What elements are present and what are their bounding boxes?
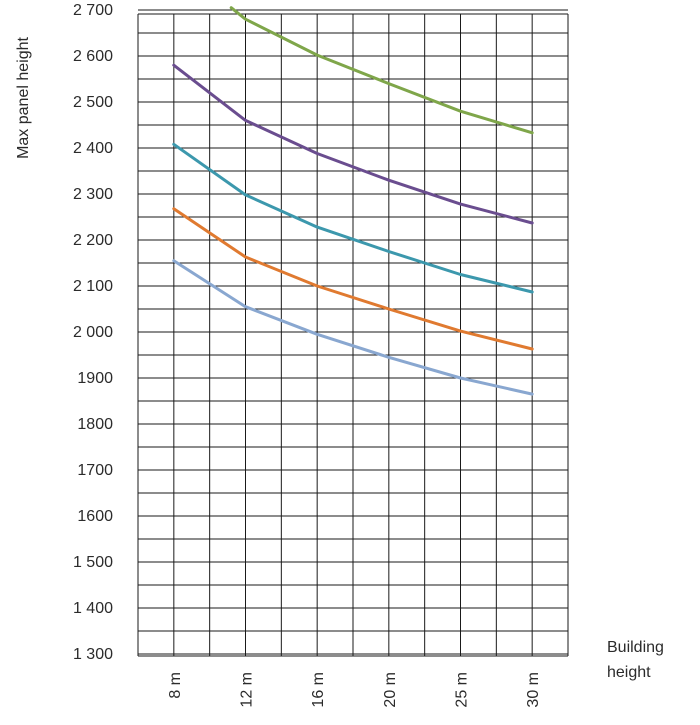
series-group	[172, 6, 534, 396]
x-axis-label-line-2: height	[607, 664, 651, 681]
x-tick-label: 25 m	[454, 672, 471, 708]
y-tick-label: 1 300	[73, 646, 113, 663]
y-axis-label: Max panel height	[15, 37, 32, 159]
series-line-4	[172, 63, 534, 225]
y-tick-label: 2 600	[73, 48, 113, 65]
y-tick-label: 2 700	[73, 2, 113, 19]
y-tick-labels: 1 300 1 400 1 500 1600 1700 1800 1900 2 000 2 10…	[73, 2, 113, 663]
y-tick-label: 2 000	[73, 324, 113, 341]
grid	[137, 9, 569, 657]
y-tick-label: 2 200	[73, 232, 113, 249]
x-tick-label: 30 m	[525, 672, 542, 708]
series-line-3	[172, 142, 534, 294]
x-tick-label: 20 m	[382, 672, 399, 708]
x-axis-label-line-1: Building	[607, 639, 664, 656]
y-tick-label: 2 400	[73, 140, 113, 157]
y-tick-label: 2 300	[73, 186, 113, 203]
y-tick-label: 2 500	[73, 94, 113, 111]
x-tick-labels: 8 m 12 m 16 m 20 m 25 m 30 m	[167, 672, 542, 708]
y-tick-label: 2 100	[73, 278, 113, 295]
y-tick-label: 1700	[77, 462, 113, 479]
series-line-5	[229, 6, 534, 135]
y-tick-label: 1600	[77, 508, 113, 525]
y-tick-label: 1900	[77, 370, 113, 387]
series-line-1	[172, 259, 534, 396]
y-tick-label: 1 400	[73, 600, 113, 617]
x-tick-label: 12 m	[239, 672, 256, 708]
series-line-2	[172, 207, 534, 351]
y-tick-label: 1 500	[73, 554, 113, 571]
y-tick-label: 1800	[77, 416, 113, 433]
x-tick-label: 8 m	[167, 672, 184, 699]
x-tick-label: 16 m	[310, 672, 327, 708]
